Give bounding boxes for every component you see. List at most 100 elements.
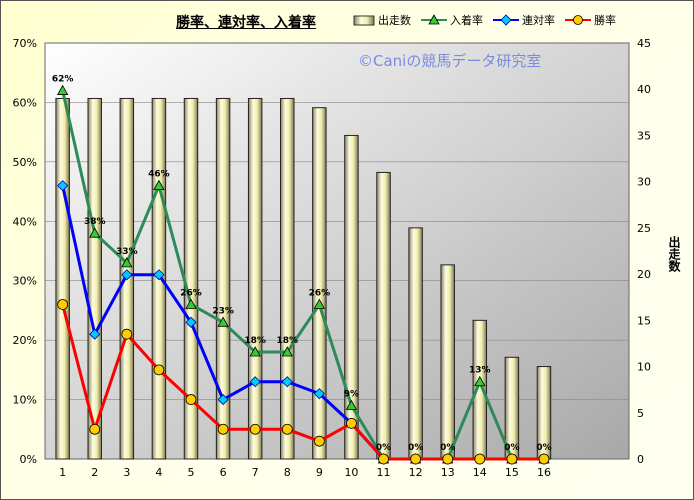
legend-item-runs: 出走数: [353, 12, 411, 28]
point-show-rate: [56, 84, 69, 95]
data-label: 18%: [244, 336, 266, 346]
data-label: 0%: [408, 443, 423, 453]
point-place-rate: [313, 388, 325, 400]
data-label: 33%: [116, 247, 138, 257]
legend-label-show-rate: 入着率: [450, 14, 483, 27]
point-win-rate: [474, 453, 486, 465]
x-tick-label: 12: [409, 466, 423, 479]
point-win-rate: [217, 423, 229, 435]
point-win-rate: [185, 394, 197, 405]
point-win-rate: [249, 423, 261, 435]
point-show-rate: [313, 298, 326, 309]
data-label: 0%: [376, 443, 391, 453]
bar-runs: [55, 97, 70, 460]
left-tick-label: 10%: [13, 394, 37, 407]
legend: 出走数 入着率 連対率 勝率: [353, 10, 626, 30]
x-tick-label: 7: [252, 466, 259, 479]
bar-runs: [87, 97, 102, 460]
x-tick-label: 6: [220, 466, 227, 479]
chart-title: 勝率、連対率、入着率: [176, 15, 316, 31]
line-show-rate: [61, 90, 544, 461]
x-tick-label: 2: [91, 466, 98, 479]
data-label: 26%: [309, 288, 331, 298]
x-tick-label: 4: [155, 466, 162, 479]
right-tick-label: 0: [637, 453, 644, 466]
right-tick-label: 25: [637, 222, 651, 235]
data-label: 38%: [84, 217, 106, 227]
x-tick-label: 3: [123, 466, 130, 479]
data-label: 13%: [469, 366, 491, 376]
legend-item-win-rate: 勝率: [565, 12, 616, 28]
point-show-rate: [345, 399, 358, 410]
x-tick-label: 5: [188, 466, 195, 479]
left-tick-label: 40%: [13, 215, 37, 228]
line-win-rate: [61, 304, 544, 461]
right-tick-label: 45: [637, 37, 651, 50]
left-tick-label: 0%: [20, 453, 37, 466]
point-win-rate: [506, 453, 518, 465]
legend-label-win-rate: 勝率: [594, 14, 616, 27]
point-place-rate: [57, 180, 69, 192]
point-show-rate: [474, 375, 486, 387]
x-tick-label: 8: [284, 466, 291, 479]
x-tick-label: 15: [505, 466, 519, 479]
left-tick-label: 60%: [13, 96, 37, 109]
data-label: 0%: [504, 443, 519, 453]
point-win-rate: [281, 423, 293, 435]
bar-runs: [344, 134, 359, 460]
point-win-rate: [346, 417, 357, 429]
x-tick-label: 10: [344, 466, 358, 479]
bar-swatch-icon: [353, 15, 375, 26]
point-show-rate: [217, 316, 229, 327]
point-show-rate: [153, 179, 165, 191]
legend-label-place-rate: 連対率: [522, 14, 555, 27]
right-tick-label: 40: [637, 83, 651, 96]
point-win-rate: [89, 423, 101, 435]
right-tick-label: 35: [637, 129, 651, 142]
data-label: 0%: [536, 443, 551, 453]
plot-area: [44, 42, 630, 460]
left-tick-label: 70%: [13, 37, 37, 50]
data-label: 0%: [440, 443, 455, 453]
bar-runs: [312, 107, 327, 460]
point-win-rate: [410, 453, 422, 465]
right-tick-label: 10: [637, 361, 651, 374]
point-place-rate: [217, 394, 229, 406]
data-label: 26%: [180, 288, 202, 298]
right-tick-label: 20: [637, 268, 651, 281]
diamond-line-icon: [493, 14, 519, 26]
x-tick-label: 9: [316, 466, 323, 479]
point-win-rate: [378, 453, 389, 465]
point-win-rate: [538, 453, 550, 465]
x-tick-label: 16: [537, 466, 551, 479]
circle-line-icon: [565, 15, 591, 25]
legend-label-runs: 出走数: [378, 14, 411, 27]
point-place-rate: [249, 376, 261, 388]
point-show-rate: [185, 298, 197, 309]
legend-item-show-rate: 入着率: [421, 12, 483, 28]
point-win-rate: [313, 435, 325, 447]
triangle-line-icon: [421, 14, 447, 25]
point-win-rate: [442, 453, 454, 465]
point-show-rate: [121, 257, 133, 268]
watermark: ©Caniの競馬データ研究室: [358, 52, 542, 70]
point-show-rate: [281, 346, 293, 357]
bar-runs: [247, 97, 263, 460]
point-place-rate: [281, 376, 293, 388]
bar-runs: [440, 264, 455, 460]
x-tick-label: 11: [377, 466, 391, 479]
point-place-rate: [153, 269, 165, 281]
right-tick-label: 5: [637, 407, 644, 420]
bar-runs: [280, 97, 295, 460]
legend-item-place-rate: 連対率: [493, 12, 555, 28]
point-win-rate: [121, 328, 133, 340]
x-tick-label: 13: [441, 466, 455, 479]
bar-runs: [215, 97, 231, 460]
point-show-rate: [89, 227, 101, 238]
point-place-rate: [185, 316, 197, 328]
left-tick-label: 30%: [13, 275, 37, 288]
data-label: 62%: [52, 75, 74, 85]
right-axis-title: 出走数: [667, 236, 681, 272]
